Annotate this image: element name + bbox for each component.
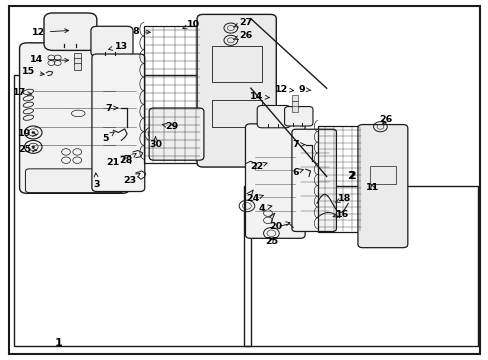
Circle shape <box>32 131 35 134</box>
FancyBboxPatch shape <box>257 105 290 128</box>
Bar <box>292 106 298 112</box>
Text: 26: 26 <box>379 115 392 124</box>
Bar <box>14 75 250 346</box>
Bar <box>74 58 81 64</box>
Text: 10: 10 <box>183 20 199 29</box>
Text: 7: 7 <box>105 104 118 112</box>
Text: 29: 29 <box>162 122 179 131</box>
Text: 28: 28 <box>119 153 136 165</box>
Text: 18: 18 <box>335 194 351 203</box>
Text: 1: 1 <box>55 338 62 348</box>
Bar <box>369 166 395 184</box>
Text: 23: 23 <box>123 174 140 185</box>
FancyBboxPatch shape <box>92 54 144 192</box>
Text: 27: 27 <box>233 18 252 27</box>
Text: 25: 25 <box>18 145 37 154</box>
Text: 5: 5 <box>102 132 114 143</box>
Bar <box>292 95 298 101</box>
Text: 17: 17 <box>13 88 32 97</box>
Text: 16: 16 <box>332 210 348 219</box>
FancyBboxPatch shape <box>357 125 407 248</box>
Text: 24: 24 <box>246 194 263 203</box>
Text: 12: 12 <box>31 28 68 37</box>
Text: 7: 7 <box>292 140 305 149</box>
Text: 25: 25 <box>264 237 277 246</box>
FancyBboxPatch shape <box>197 14 276 167</box>
Text: 2: 2 <box>347 171 355 181</box>
Bar <box>144 26 200 163</box>
Bar <box>244 186 477 346</box>
Circle shape <box>32 146 35 148</box>
Bar <box>74 63 81 70</box>
Text: 14: 14 <box>30 55 68 64</box>
Bar <box>211 100 261 127</box>
Text: 20: 20 <box>269 222 289 231</box>
Text: 26: 26 <box>233 31 252 40</box>
Text: 4: 4 <box>258 204 271 212</box>
Text: 15: 15 <box>22 68 44 77</box>
Bar <box>211 46 261 82</box>
FancyBboxPatch shape <box>44 13 97 50</box>
Text: 2: 2 <box>347 171 354 181</box>
FancyBboxPatch shape <box>245 124 305 238</box>
Text: 19: 19 <box>18 129 37 138</box>
Bar <box>74 53 81 59</box>
FancyBboxPatch shape <box>149 108 203 160</box>
Bar <box>292 101 298 107</box>
Text: 30: 30 <box>149 137 162 149</box>
Text: 21: 21 <box>105 156 125 167</box>
Text: 9: 9 <box>298 85 310 94</box>
FancyBboxPatch shape <box>25 169 123 193</box>
Text: 6: 6 <box>292 167 303 176</box>
Text: 12: 12 <box>274 85 293 94</box>
FancyBboxPatch shape <box>291 129 336 231</box>
Bar <box>317 126 361 232</box>
Text: 22: 22 <box>249 162 266 171</box>
Text: 8: 8 <box>132 27 150 36</box>
FancyBboxPatch shape <box>20 43 129 193</box>
Text: 14: 14 <box>249 92 269 101</box>
FancyBboxPatch shape <box>284 107 312 126</box>
Text: 11: 11 <box>365 184 379 192</box>
Text: 3: 3 <box>93 173 100 189</box>
FancyBboxPatch shape <box>91 26 133 57</box>
Text: 13: 13 <box>108 41 127 50</box>
